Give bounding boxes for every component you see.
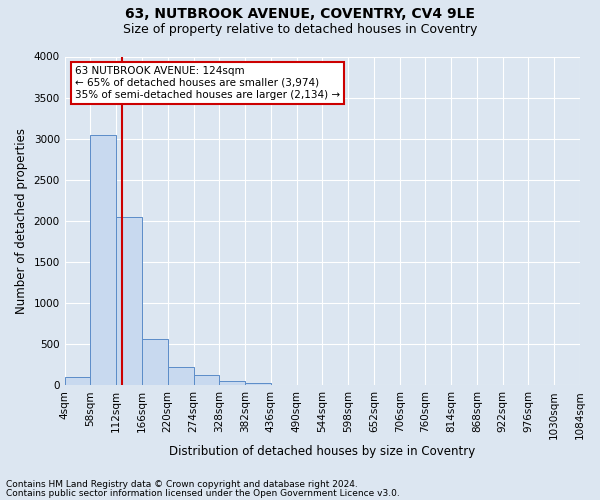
Text: Contains public sector information licensed under the Open Government Licence v3: Contains public sector information licen… bbox=[6, 489, 400, 498]
Bar bbox=[271, 384, 296, 386]
Bar bbox=[142, 338, 168, 386]
Text: 63 NUTBROOK AVENUE: 124sqm
← 65% of detached houses are smaller (3,974)
35% of s: 63 NUTBROOK AVENUE: 124sqm ← 65% of deta… bbox=[75, 66, 340, 100]
Text: 63, NUTBROOK AVENUE, COVENTRY, CV4 9LE: 63, NUTBROOK AVENUE, COVENTRY, CV4 9LE bbox=[125, 8, 475, 22]
Bar bbox=[193, 375, 219, 386]
Bar bbox=[168, 368, 193, 386]
Bar bbox=[245, 383, 271, 386]
Text: Size of property relative to detached houses in Coventry: Size of property relative to detached ho… bbox=[123, 22, 477, 36]
X-axis label: Distribution of detached houses by size in Coventry: Distribution of detached houses by size … bbox=[169, 444, 475, 458]
Bar bbox=[65, 377, 91, 386]
Bar bbox=[116, 217, 142, 386]
Y-axis label: Number of detached properties: Number of detached properties bbox=[15, 128, 28, 314]
Text: Contains HM Land Registry data © Crown copyright and database right 2024.: Contains HM Land Registry data © Crown c… bbox=[6, 480, 358, 489]
Bar bbox=[91, 134, 116, 386]
Bar bbox=[219, 381, 245, 386]
